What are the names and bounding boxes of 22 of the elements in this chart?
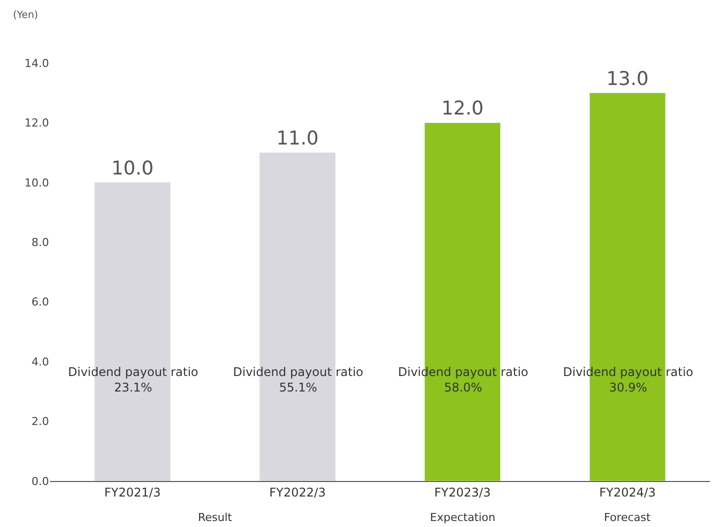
data-label: 11.0 <box>276 128 319 150</box>
y-tick-label: 0.0 <box>32 474 49 488</box>
y-tick-label: 4.0 <box>32 355 49 368</box>
annotation: Dividend payout ratio 23.1% <box>68 365 198 395</box>
data-label: 12.0 <box>441 98 484 120</box>
text: Result <box>198 511 233 524</box>
y-tick-label: 2.0 <box>32 415 49 428</box>
y-tick-label: 10.0 <box>24 176 49 190</box>
x-tick-label: FY2022/3 <box>269 485 326 500</box>
y-tick-label: 12.0 <box>24 116 49 130</box>
x-tick-label: FY2023/3 <box>434 485 491 500</box>
x-tick-label: FY2021/3 <box>104 485 161 500</box>
text: Expectation <box>430 511 496 524</box>
y-axis-title: (Yen) <box>13 10 38 21</box>
data-label: 13.0 <box>606 68 649 90</box>
text: Forecast <box>604 511 652 524</box>
annotation: Dividend payout ratio 55.1% <box>233 365 364 395</box>
x-tick-label: FY2024/3 <box>599 485 656 500</box>
y-tick-label: 6.0 <box>32 296 49 309</box>
data-label: 10.0 <box>111 157 154 180</box>
y-tick-label: 8.0 <box>32 236 49 249</box>
y-tick-label: 14.0 <box>24 56 49 70</box>
